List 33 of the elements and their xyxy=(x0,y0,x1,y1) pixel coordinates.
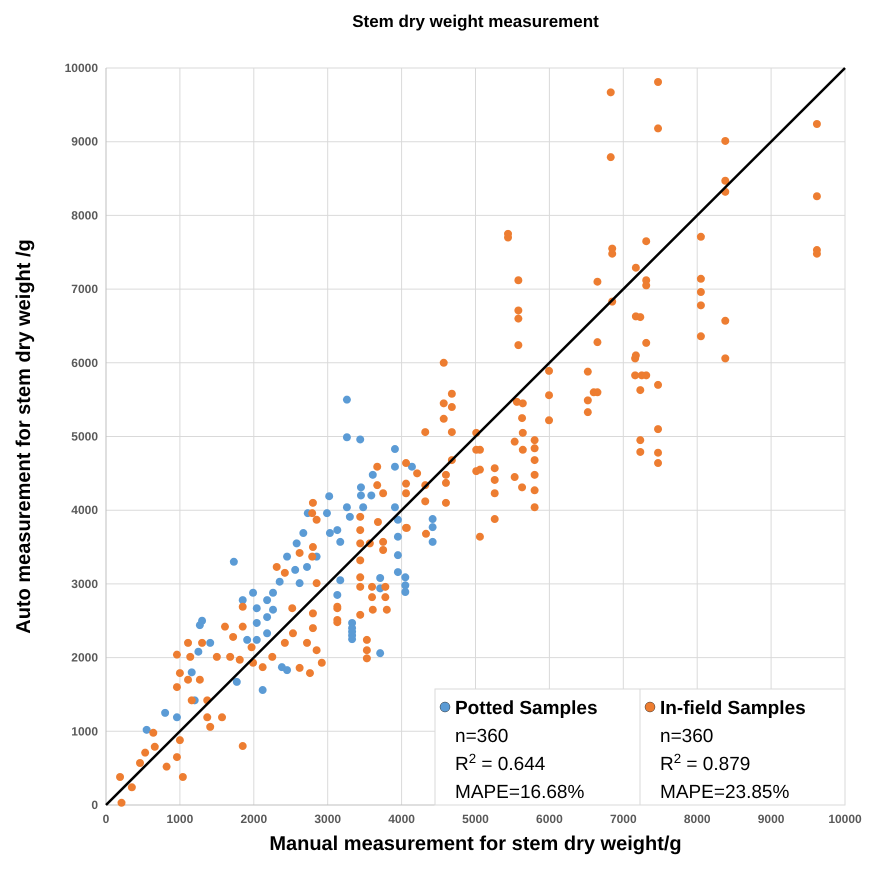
y-tick-label: 2000 xyxy=(71,650,98,665)
y-tick-label: 5000 xyxy=(71,430,98,444)
x-tick-label: 1000 xyxy=(166,812,194,826)
y-tick-label: 8000 xyxy=(71,208,98,222)
y-tick-label: 7000 xyxy=(71,282,98,296)
y-tick-label: 1000 xyxy=(71,724,98,738)
y-tick-label: 6000 xyxy=(71,356,98,370)
y-tick-label: 10000 xyxy=(64,61,98,75)
y-tick-label: 3000 xyxy=(71,576,98,591)
legend-label: In-field Samples xyxy=(660,698,806,719)
annotation: n=360 xyxy=(660,726,714,747)
annotation: n=360 xyxy=(455,726,508,747)
legend-label: Potted Samples xyxy=(455,698,598,719)
chart-title: Stem dry weight measurement xyxy=(352,12,600,31)
x-tick-label: 6000 xyxy=(536,812,564,826)
x-tick-label: 2000 xyxy=(240,812,268,826)
x-tick-label: 9000 xyxy=(758,812,785,826)
annotation: MAPE=16.68% xyxy=(455,782,584,803)
y-tick-label: 9000 xyxy=(71,134,98,149)
x-tick-label: 0 xyxy=(102,812,110,826)
annotation: MAPE=23.85% xyxy=(660,782,790,803)
x-tick-label: 7000 xyxy=(610,812,637,826)
x-axis-title: Manual measurement for stem dry weight/g xyxy=(269,833,682,855)
x-tick-label: 8000 xyxy=(684,812,711,826)
y-tick-label: 4000 xyxy=(71,503,98,518)
annotation: R$^{2}$ = 0.644 xyxy=(455,750,546,775)
annotation: R$^{2}$ = 0.879 xyxy=(660,750,750,775)
y-axis-title: Auto measurement for stem dry weight /g xyxy=(13,239,35,634)
x-tick-label: 5000 xyxy=(462,812,490,826)
y-tick-label: 0 xyxy=(91,798,98,812)
x-tick-label: 10000 xyxy=(828,812,862,826)
x-tick-label: 3000 xyxy=(314,812,342,826)
x-tick-label: 4000 xyxy=(388,812,416,826)
